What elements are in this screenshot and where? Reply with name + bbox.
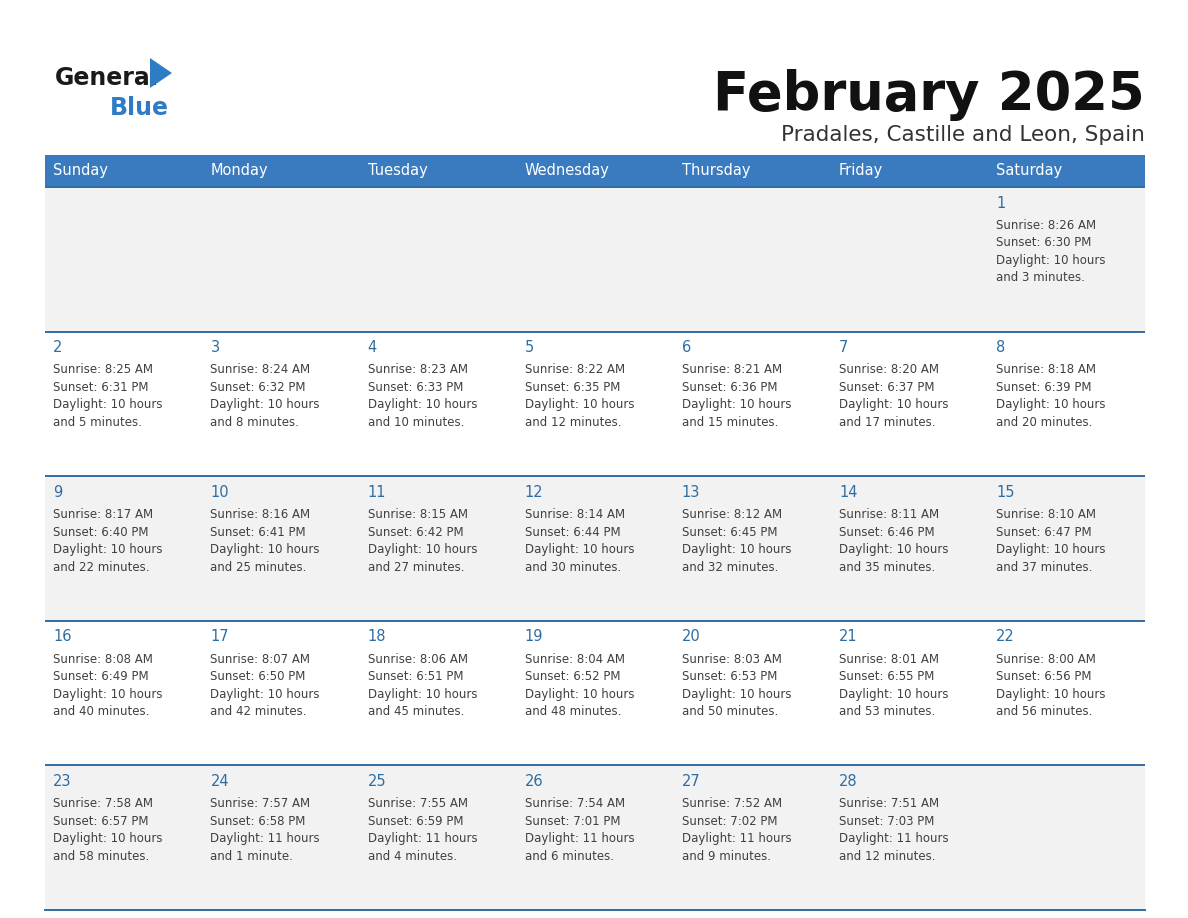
Text: 26: 26 bbox=[525, 774, 543, 789]
Text: 28: 28 bbox=[839, 774, 858, 789]
Text: Sunrise: 8:12 AM
Sunset: 6:45 PM
Daylight: 10 hours
and 32 minutes.: Sunrise: 8:12 AM Sunset: 6:45 PM Dayligh… bbox=[682, 508, 791, 574]
Text: Sunday: Sunday bbox=[53, 163, 108, 178]
Bar bbox=[45, 331, 1145, 476]
Text: 10: 10 bbox=[210, 485, 229, 500]
Text: Sunrise: 8:25 AM
Sunset: 6:31 PM
Daylight: 10 hours
and 5 minutes.: Sunrise: 8:25 AM Sunset: 6:31 PM Dayligh… bbox=[53, 364, 163, 429]
Text: 23: 23 bbox=[53, 774, 71, 789]
Text: Sunrise: 8:22 AM
Sunset: 6:35 PM
Daylight: 10 hours
and 12 minutes.: Sunrise: 8:22 AM Sunset: 6:35 PM Dayligh… bbox=[525, 364, 634, 429]
Text: 7: 7 bbox=[839, 341, 848, 355]
Text: 25: 25 bbox=[367, 774, 386, 789]
Text: Pradales, Castille and Leon, Spain: Pradales, Castille and Leon, Spain bbox=[782, 125, 1145, 145]
Bar bbox=[45, 155, 202, 187]
Text: 20: 20 bbox=[682, 630, 701, 644]
Text: 2: 2 bbox=[53, 341, 63, 355]
Text: Sunrise: 8:24 AM
Sunset: 6:32 PM
Daylight: 10 hours
and 8 minutes.: Sunrise: 8:24 AM Sunset: 6:32 PM Dayligh… bbox=[210, 364, 320, 429]
Bar bbox=[517, 155, 674, 187]
Text: Sunrise: 8:06 AM
Sunset: 6:51 PM
Daylight: 10 hours
and 45 minutes.: Sunrise: 8:06 AM Sunset: 6:51 PM Dayligh… bbox=[367, 653, 478, 718]
Bar bbox=[45, 187, 1145, 331]
Text: Sunrise: 7:57 AM
Sunset: 6:58 PM
Daylight: 11 hours
and 1 minute.: Sunrise: 7:57 AM Sunset: 6:58 PM Dayligh… bbox=[210, 797, 320, 863]
Text: 3: 3 bbox=[210, 341, 220, 355]
Text: 27: 27 bbox=[682, 774, 701, 789]
Text: Sunrise: 8:26 AM
Sunset: 6:30 PM
Daylight: 10 hours
and 3 minutes.: Sunrise: 8:26 AM Sunset: 6:30 PM Dayligh… bbox=[997, 218, 1106, 285]
Text: 8: 8 bbox=[997, 341, 1005, 355]
Text: Friday: Friday bbox=[839, 163, 884, 178]
Text: 22: 22 bbox=[997, 630, 1015, 644]
Text: Thursday: Thursday bbox=[682, 163, 751, 178]
Text: Sunrise: 8:23 AM
Sunset: 6:33 PM
Daylight: 10 hours
and 10 minutes.: Sunrise: 8:23 AM Sunset: 6:33 PM Dayligh… bbox=[367, 364, 478, 429]
Text: 9: 9 bbox=[53, 485, 63, 500]
Text: 14: 14 bbox=[839, 485, 858, 500]
Polygon shape bbox=[150, 58, 172, 88]
Bar bbox=[45, 476, 1145, 621]
Text: 5: 5 bbox=[525, 341, 533, 355]
Text: Sunrise: 7:54 AM
Sunset: 7:01 PM
Daylight: 11 hours
and 6 minutes.: Sunrise: 7:54 AM Sunset: 7:01 PM Dayligh… bbox=[525, 797, 634, 863]
Text: Sunrise: 7:55 AM
Sunset: 6:59 PM
Daylight: 11 hours
and 4 minutes.: Sunrise: 7:55 AM Sunset: 6:59 PM Dayligh… bbox=[367, 797, 478, 863]
Text: 1: 1 bbox=[997, 196, 1005, 210]
Text: Sunrise: 8:20 AM
Sunset: 6:37 PM
Daylight: 10 hours
and 17 minutes.: Sunrise: 8:20 AM Sunset: 6:37 PM Dayligh… bbox=[839, 364, 948, 429]
Text: Sunrise: 8:07 AM
Sunset: 6:50 PM
Daylight: 10 hours
and 42 minutes.: Sunrise: 8:07 AM Sunset: 6:50 PM Dayligh… bbox=[210, 653, 320, 718]
Text: Tuesday: Tuesday bbox=[367, 163, 428, 178]
Text: Sunrise: 8:18 AM
Sunset: 6:39 PM
Daylight: 10 hours
and 20 minutes.: Sunrise: 8:18 AM Sunset: 6:39 PM Dayligh… bbox=[997, 364, 1106, 429]
Bar bbox=[830, 155, 988, 187]
Text: Sunrise: 7:51 AM
Sunset: 7:03 PM
Daylight: 11 hours
and 12 minutes.: Sunrise: 7:51 AM Sunset: 7:03 PM Dayligh… bbox=[839, 797, 949, 863]
Text: Sunrise: 8:21 AM
Sunset: 6:36 PM
Daylight: 10 hours
and 15 minutes.: Sunrise: 8:21 AM Sunset: 6:36 PM Dayligh… bbox=[682, 364, 791, 429]
Text: 13: 13 bbox=[682, 485, 700, 500]
Text: 18: 18 bbox=[367, 630, 386, 644]
Text: Sunrise: 8:16 AM
Sunset: 6:41 PM
Daylight: 10 hours
and 25 minutes.: Sunrise: 8:16 AM Sunset: 6:41 PM Dayligh… bbox=[210, 508, 320, 574]
Text: Sunrise: 8:15 AM
Sunset: 6:42 PM
Daylight: 10 hours
and 27 minutes.: Sunrise: 8:15 AM Sunset: 6:42 PM Dayligh… bbox=[367, 508, 478, 574]
Text: 17: 17 bbox=[210, 630, 229, 644]
Text: Sunrise: 8:17 AM
Sunset: 6:40 PM
Daylight: 10 hours
and 22 minutes.: Sunrise: 8:17 AM Sunset: 6:40 PM Dayligh… bbox=[53, 508, 163, 574]
Text: 6: 6 bbox=[682, 341, 691, 355]
Text: Monday: Monday bbox=[210, 163, 268, 178]
Text: 15: 15 bbox=[997, 485, 1015, 500]
Text: 24: 24 bbox=[210, 774, 229, 789]
Text: 12: 12 bbox=[525, 485, 543, 500]
Text: Sunrise: 7:58 AM
Sunset: 6:57 PM
Daylight: 10 hours
and 58 minutes.: Sunrise: 7:58 AM Sunset: 6:57 PM Dayligh… bbox=[53, 797, 163, 863]
Text: Sunrise: 8:00 AM
Sunset: 6:56 PM
Daylight: 10 hours
and 56 minutes.: Sunrise: 8:00 AM Sunset: 6:56 PM Dayligh… bbox=[997, 653, 1106, 718]
Text: 16: 16 bbox=[53, 630, 71, 644]
Text: Sunrise: 8:10 AM
Sunset: 6:47 PM
Daylight: 10 hours
and 37 minutes.: Sunrise: 8:10 AM Sunset: 6:47 PM Dayligh… bbox=[997, 508, 1106, 574]
Bar bbox=[359, 155, 517, 187]
Bar bbox=[988, 155, 1145, 187]
Text: Sunrise: 8:04 AM
Sunset: 6:52 PM
Daylight: 10 hours
and 48 minutes.: Sunrise: 8:04 AM Sunset: 6:52 PM Dayligh… bbox=[525, 653, 634, 718]
Text: Sunrise: 8:01 AM
Sunset: 6:55 PM
Daylight: 10 hours
and 53 minutes.: Sunrise: 8:01 AM Sunset: 6:55 PM Dayligh… bbox=[839, 653, 948, 718]
Bar bbox=[45, 621, 1145, 766]
Bar bbox=[202, 155, 359, 187]
Text: Sunrise: 8:14 AM
Sunset: 6:44 PM
Daylight: 10 hours
and 30 minutes.: Sunrise: 8:14 AM Sunset: 6:44 PM Dayligh… bbox=[525, 508, 634, 574]
Bar bbox=[45, 766, 1145, 910]
Text: General: General bbox=[55, 66, 159, 90]
Text: Sunrise: 8:03 AM
Sunset: 6:53 PM
Daylight: 10 hours
and 50 minutes.: Sunrise: 8:03 AM Sunset: 6:53 PM Dayligh… bbox=[682, 653, 791, 718]
Text: 21: 21 bbox=[839, 630, 858, 644]
Text: Wednesday: Wednesday bbox=[525, 163, 609, 178]
Text: Sunrise: 8:11 AM
Sunset: 6:46 PM
Daylight: 10 hours
and 35 minutes.: Sunrise: 8:11 AM Sunset: 6:46 PM Dayligh… bbox=[839, 508, 948, 574]
Text: Saturday: Saturday bbox=[997, 163, 1062, 178]
Text: February 2025: February 2025 bbox=[713, 69, 1145, 121]
Text: 19: 19 bbox=[525, 630, 543, 644]
Text: Sunrise: 7:52 AM
Sunset: 7:02 PM
Daylight: 11 hours
and 9 minutes.: Sunrise: 7:52 AM Sunset: 7:02 PM Dayligh… bbox=[682, 797, 791, 863]
Text: 4: 4 bbox=[367, 341, 377, 355]
Text: Blue: Blue bbox=[110, 96, 169, 120]
Bar bbox=[674, 155, 830, 187]
Text: Sunrise: 8:08 AM
Sunset: 6:49 PM
Daylight: 10 hours
and 40 minutes.: Sunrise: 8:08 AM Sunset: 6:49 PM Dayligh… bbox=[53, 653, 163, 718]
Text: 11: 11 bbox=[367, 485, 386, 500]
